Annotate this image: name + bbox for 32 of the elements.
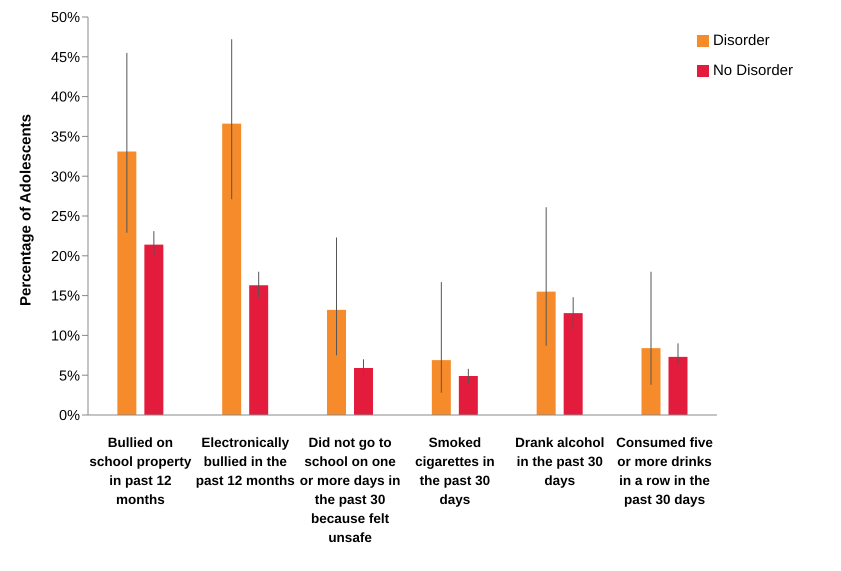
y-tick-label: 5% [59, 368, 80, 384]
bar [458, 376, 478, 415]
y-tick-label: 45% [50, 50, 80, 66]
bar [222, 124, 242, 415]
y-axis-title: Percentage of Adolescents [17, 114, 34, 306]
y-tick-label: 40% [50, 90, 80, 106]
x-tick-label: Drank alcohol in the past 30 days [515, 435, 604, 488]
legend-label: Disorder [712, 32, 770, 49]
y-tick-label: 15% [50, 288, 80, 305]
y-tick-label: 35% [50, 130, 80, 146]
bar [432, 360, 451, 415]
y-tick-label: 30% [50, 169, 80, 186]
bar [249, 285, 268, 415]
x-tick-label: Consumed five or more drinks in a row in the past 30 days [616, 435, 714, 507]
bar [641, 348, 660, 415]
y-tick-label: 50% [50, 10, 80, 26]
x-tick-label: Did not go to school on one or more days in the past 30 because felt unsafe [300, 435, 400, 545]
x-tick-label: Bullied on school property in past 12 months [89, 435, 192, 507]
y-tick-label: 20% [50, 248, 80, 265]
bar [144, 244, 164, 415]
bar [536, 292, 556, 415]
y-tick-label: 10% [50, 328, 80, 345]
x-tick-label: Smoked cigarettes in the past 30 days [415, 435, 495, 507]
bar [354, 368, 374, 415]
bar [117, 152, 136, 415]
bar [668, 356, 688, 415]
bar [327, 310, 346, 415]
x-tick-label: Electronically bullied in the past 12 months [196, 435, 295, 488]
y-tick-label: 0% [59, 408, 80, 424]
legend-label: No Disorder [712, 62, 793, 79]
y-tick-label: 25% [50, 209, 80, 226]
bar [564, 313, 583, 415]
